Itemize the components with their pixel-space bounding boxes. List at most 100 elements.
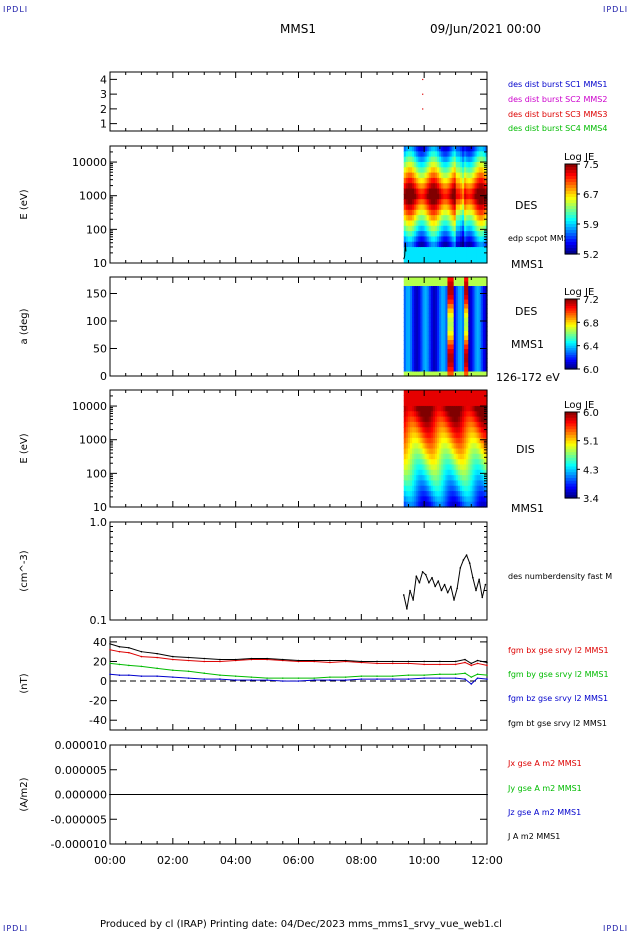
heatmap-cell (447, 331, 451, 337)
heatmap-cell (445, 252, 449, 259)
heatmap-cell (474, 220, 478, 227)
heatmap-cell (405, 167, 409, 174)
heatmap-cell (428, 400, 432, 407)
heatmap-cell (407, 281, 411, 287)
data-point (128, 651, 130, 654)
heatmap-cell (428, 367, 432, 373)
heatmap-cell (478, 340, 482, 346)
heatmap-cell (447, 161, 451, 168)
heatmap-cell (424, 437, 428, 444)
heatmap-cell (430, 448, 434, 455)
heatmap-cell (424, 416, 428, 423)
heatmap-cell (420, 459, 424, 466)
heatmap-cell (451, 331, 455, 337)
heatmap-cell (462, 151, 465, 158)
data-point (140, 655, 143, 658)
heatmap-cell (434, 485, 438, 492)
heatmap-cell (420, 247, 424, 253)
heatmap-cell (484, 459, 488, 466)
heatmap-cell (403, 225, 407, 232)
heatmap-cell (434, 501, 438, 508)
heatmap-cell (439, 193, 442, 200)
heatmap-cell (437, 416, 440, 423)
heatmap-cell (478, 443, 482, 450)
heatmap-cell (464, 313, 467, 319)
heatmap-cell (447, 464, 451, 471)
heatmap-cell (474, 151, 478, 158)
heatmap-cell (466, 349, 469, 355)
heatmap-cell (434, 231, 438, 238)
heatmap-cell (439, 304, 442, 310)
heatmap-cell (457, 317, 461, 323)
heatmap-cell (428, 331, 432, 337)
heatmap-cell (414, 496, 417, 503)
heatmap-cell (437, 215, 440, 222)
heatmap-cell (441, 331, 444, 337)
heatmap-cell (445, 367, 449, 373)
heatmap-cell (403, 437, 407, 444)
colorbar-tick-label: 6.7 (583, 190, 599, 201)
heatmap-cell (455, 167, 459, 174)
heatmap-cell (424, 331, 428, 337)
heatmap-cell (420, 469, 424, 476)
heatmap-cell (443, 167, 446, 174)
heatmap-cell (484, 340, 488, 346)
heatmap-cell (420, 177, 424, 184)
heatmap-cell (453, 220, 457, 227)
colorbar-step (565, 420, 577, 425)
heatmap-cell (437, 453, 440, 460)
heatmap-cell (432, 299, 436, 305)
heatmap-cell (447, 151, 451, 158)
heatmap-cell (459, 421, 463, 428)
heatmap-cell (422, 225, 426, 232)
heatmap-cell (426, 183, 430, 190)
heatmap-cell (428, 340, 432, 346)
heatmap-cell (468, 304, 471, 310)
heatmap-cell (443, 371, 446, 377)
colorbar-step (565, 359, 577, 363)
heatmap-cell (426, 501, 430, 508)
y-tick-label: 50 (93, 343, 107, 356)
heatmap-cell (437, 209, 440, 216)
heatmap-cell (443, 344, 446, 350)
heatmap-cell (426, 432, 430, 439)
heatmap-cell (464, 395, 467, 402)
heatmap-cell (478, 326, 482, 332)
heatmap-cell (464, 480, 467, 487)
heatmap-cell (459, 390, 463, 396)
heatmap-cell (416, 204, 419, 211)
heatmap-cell (480, 167, 484, 174)
heatmap-cell (403, 480, 407, 487)
heatmap-cell (439, 395, 442, 402)
heatmap-cell (403, 151, 407, 158)
heatmap-cell (426, 295, 430, 301)
heatmap-cell (451, 400, 455, 407)
heatmap-cell (470, 335, 474, 341)
heatmap-cell (459, 416, 463, 423)
heatmap-cell (441, 299, 444, 305)
heatmap-cell (476, 485, 480, 492)
heatmap-cell (449, 188, 453, 195)
colorbar-step (565, 303, 577, 307)
heatmap-cell (403, 501, 407, 508)
heatmap-cell (407, 161, 411, 168)
heatmap-cell (472, 340, 476, 346)
heatmap-cell (480, 353, 484, 359)
heatmap-cell (484, 188, 488, 195)
heatmap-cell (476, 156, 480, 163)
data-point (128, 664, 130, 667)
heatmap-cell (418, 480, 421, 487)
data-point (418, 581, 421, 584)
series-segment (267, 658, 283, 661)
heatmap-cell (420, 172, 424, 179)
data-point (234, 658, 237, 661)
heatmap-cell (470, 427, 474, 434)
heatmap-cell (409, 172, 413, 179)
heatmap-cell (414, 215, 417, 222)
heatmap-cell (451, 371, 455, 377)
heatmap-cell (428, 432, 432, 439)
data-point (423, 677, 425, 679)
heatmap-cell (407, 257, 411, 264)
heatmap-cell (482, 358, 486, 364)
heatmap-cell (416, 209, 419, 216)
